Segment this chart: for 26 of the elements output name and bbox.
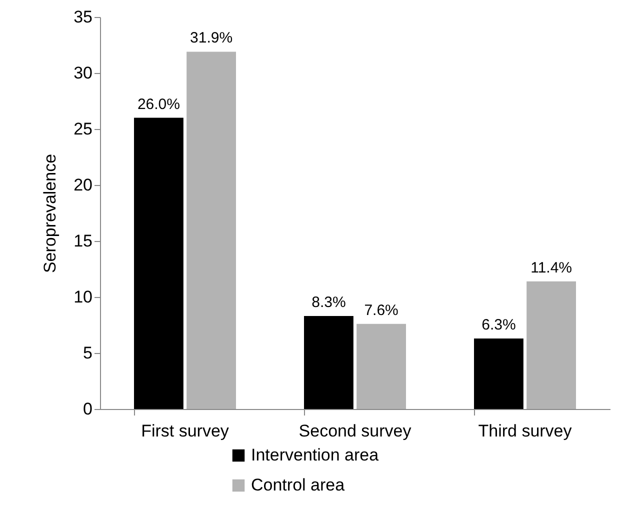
bar — [526, 281, 576, 409]
data-label: 26.0% — [137, 96, 180, 113]
bar — [474, 338, 524, 409]
bar — [186, 52, 236, 409]
y-axis-title: Seroprevalence — [40, 154, 60, 274]
bar — [304, 316, 354, 409]
x-tick-label: Second survey — [298, 422, 412, 440]
x-tick-label: Third survey — [478, 422, 572, 440]
x-tick-label: First survey — [141, 422, 230, 440]
y-tick-label: 20 — [74, 176, 92, 194]
bar — [134, 118, 184, 409]
y-tick-label: 15 — [74, 232, 92, 250]
data-label: 8.3% — [312, 294, 346, 312]
y-tick-label: 0 — [83, 400, 92, 418]
y-tick-label: 30 — [74, 64, 92, 82]
y-tick-label: 35 — [74, 8, 92, 26]
y-tick-label: 10 — [74, 288, 92, 306]
legend-label: Control area — [251, 476, 346, 494]
y-tick-label: 5 — [83, 344, 92, 362]
bar — [356, 324, 406, 409]
data-label: 11.4% — [530, 259, 572, 276]
legend-label: Intervention area — [251, 446, 380, 464]
y-tick-label: 25 — [74, 120, 92, 138]
data-label: 31.9% — [190, 30, 233, 47]
data-label: 7.6% — [364, 302, 398, 319]
data-label: 6.3% — [482, 316, 516, 334]
